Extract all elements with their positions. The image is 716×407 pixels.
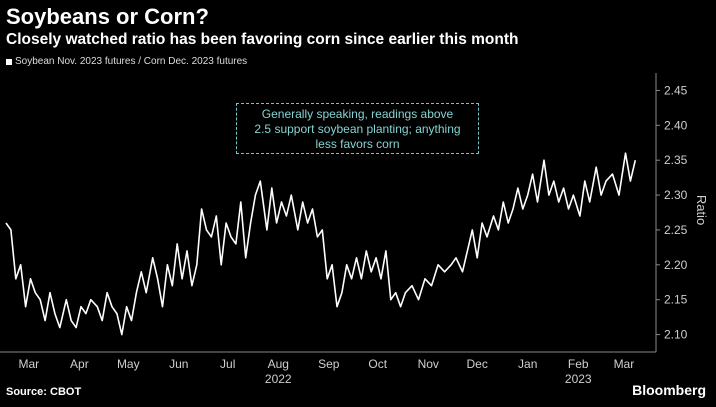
annotation-line-2: 2.5 support soybean planting; anything [254, 122, 461, 136]
x-tick-label: Mar [18, 357, 39, 371]
x-tick-label: May [117, 357, 140, 371]
y-tick-label: 2.25 [664, 223, 688, 237]
y-axis-label: Ratio [694, 195, 709, 225]
x-tick-label: Mar [614, 357, 635, 371]
x-year-label: 2023 [565, 372, 592, 386]
legend-swatch [6, 58, 12, 65]
bloomberg-logo: Bloomberg [632, 382, 706, 398]
x-tick-label: Jun [169, 357, 188, 371]
legend-label: Soybean Nov. 2023 futures / Corn Dec. 20… [15, 56, 248, 67]
x-tick-label: Aug [268, 357, 289, 371]
x-axis: Mar Apr May Jun Jul Aug Sep Oct Nov Dec Jan Feb Mar 2… [0, 351, 656, 386]
y-tick-label: 2.35 [664, 153, 688, 167]
y-tick-label: 2.30 [664, 188, 688, 202]
y-tick-label: 2.10 [664, 328, 688, 342]
annotation-line-3: less favors corn [315, 137, 400, 151]
x-year-label: 2022 [265, 372, 292, 386]
chart-subtitle: Closely watched ratio has been favoring … [6, 31, 519, 48]
x-tick-label: Oct [368, 357, 387, 371]
series-line [5, 152, 637, 336]
y-axis: 2.10 2.15 2.20 2.25 2.30 2.35 2.40 2.45 [655, 73, 688, 352]
x-tick-label: Jan [518, 357, 537, 371]
chart-title: Soybeans or Corn? [6, 4, 209, 29]
x-tick-label: Dec [467, 357, 488, 371]
y-tick-label: 2.15 [664, 293, 688, 307]
x-tick-label: Feb [568, 357, 589, 371]
legend: Soybean Nov. 2023 futures / Corn Dec. 20… [6, 56, 247, 67]
x-tick-label: Apr [70, 357, 89, 371]
y-tick-label: 2.20 [664, 258, 688, 272]
x-tick-label: Sep [318, 357, 340, 371]
x-tick-label: Jul [220, 357, 235, 371]
annotation-line-1: Generally speaking, readings above [261, 107, 454, 121]
annotation-box: Generally speaking, readings above 2.5 s… [236, 103, 479, 154]
series-layer [5, 152, 637, 336]
source-note: Source: CBOT [6, 386, 82, 398]
y-tick-label: 2.40 [664, 118, 688, 132]
x-tick-label: Nov [418, 357, 439, 371]
y-tick-label: 2.45 [664, 83, 688, 97]
